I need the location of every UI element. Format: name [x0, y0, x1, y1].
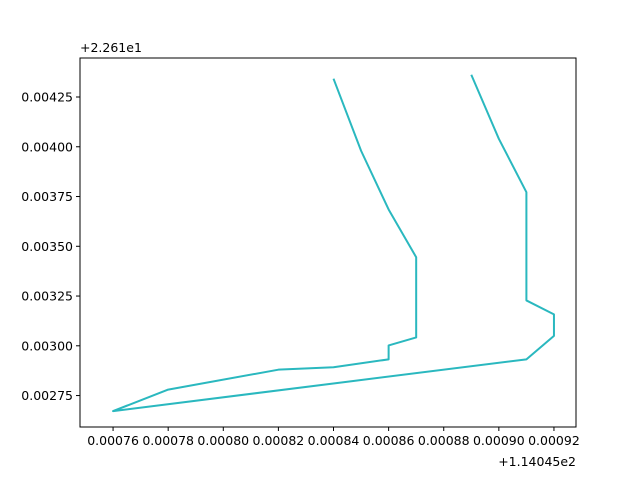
x-offset-label: +1.14045e2 — [498, 454, 576, 469]
x-tick-label: 0.00092 — [528, 433, 580, 448]
x-tick-label: 0.00076 — [87, 433, 139, 448]
x-tick-label: 0.00086 — [363, 433, 415, 448]
x-tick-label: 0.00090 — [473, 433, 525, 448]
y-tick-label: 0.00425 — [21, 90, 73, 105]
x-tick-label: 0.00082 — [253, 433, 305, 448]
y-tick-label: 0.00375 — [21, 189, 73, 204]
y-offset-label: +2.261e1 — [80, 40, 142, 55]
y-tick-label: 0.00400 — [21, 139, 73, 154]
x-tick-label: 0.00080 — [197, 433, 249, 448]
axes-frame — [79, 57, 577, 428]
x-tick-label: 0.00088 — [418, 433, 470, 448]
x-tick-label: 0.00084 — [308, 433, 360, 448]
y-tick-label: 0.00275 — [21, 388, 73, 403]
x-axis: 0.00076 0.00078 0.00080 0.00082 0.00084 0.000… — [87, 427, 580, 448]
plot-area — [112, 74, 555, 413]
series-line-track — [112, 74, 555, 413]
y-tick-label: 0.00300 — [21, 338, 73, 353]
x-tick-label: 0.00078 — [142, 433, 194, 448]
y-axis: 0.00275 0.00300 0.00325 0.00350 0.00375 0.004… — [21, 90, 80, 403]
y-tick-label: 0.00325 — [21, 289, 73, 304]
y-tick-label: 0.00350 — [21, 239, 73, 254]
